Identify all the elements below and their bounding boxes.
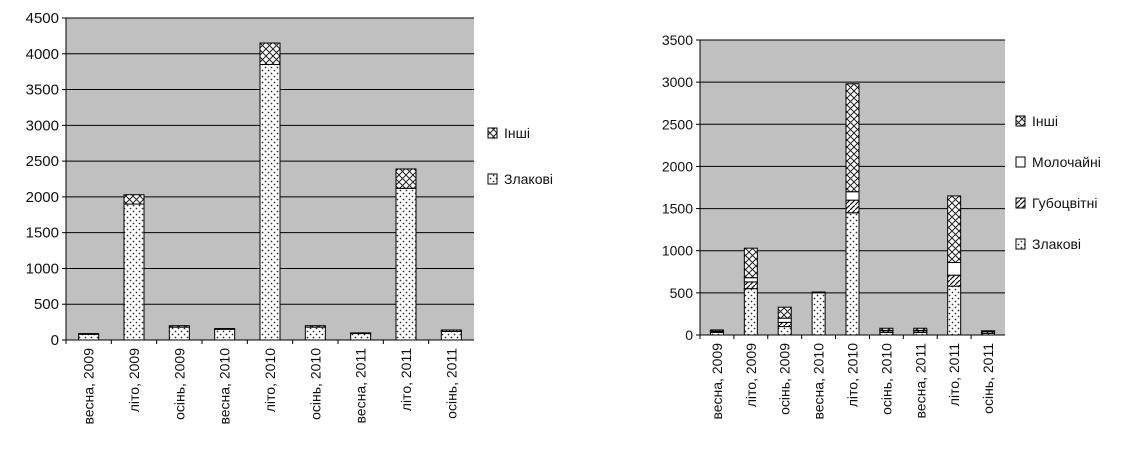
legend-swatch-інші — [488, 128, 497, 138]
y-tick-label: 0 — [685, 327, 693, 343]
x-category-label: осінь, 2009 — [171, 348, 187, 420]
x-category-label: літо, 2010 — [845, 343, 861, 407]
bar-губоцвітні — [948, 275, 961, 286]
bar-злакові — [260, 65, 280, 340]
legend-swatch-губоцвітні — [1016, 198, 1025, 208]
bar-інші — [305, 326, 325, 327]
x-category-label: осінь, 2011 — [980, 343, 996, 414]
y-tick-label: 2500 — [662, 116, 693, 132]
legend-label-інші: Інші — [504, 125, 530, 141]
bar-інші — [124, 195, 144, 204]
bar-губоцвітні — [778, 322, 791, 326]
y-tick-label: 1000 — [662, 243, 693, 259]
legend-swatch-злакові — [1016, 239, 1025, 249]
bar-інші — [396, 169, 416, 188]
x-category-label: осінь, 2010 — [878, 343, 894, 415]
x-category-label: літо, 2009 — [743, 343, 759, 407]
y-tick-label: 500 — [670, 285, 694, 301]
x-category-label: весна, 2011 — [353, 348, 369, 424]
bar-злакові — [778, 327, 791, 335]
bar-інші — [169, 326, 189, 327]
y-tick-label: 500 — [34, 296, 59, 313]
bar-злакові — [396, 188, 416, 340]
bar-злакові — [846, 213, 859, 335]
bar-інші — [812, 292, 825, 293]
x-category-label: весна, 2009 — [709, 343, 725, 420]
y-tick-label: 2000 — [662, 158, 693, 174]
bar-губоцвітні — [744, 282, 757, 289]
bar-інші — [914, 328, 927, 330]
legend-label-молочайні: Молочайні — [1032, 154, 1101, 170]
bar-губоцвітні — [846, 200, 859, 213]
x-category-label: літо, 2010 — [262, 348, 278, 412]
chart-right: 0 500 1000 1500 2000 2500 3000 3500 весна, 2009 л… — [662, 32, 1101, 420]
bar-інші — [215, 329, 235, 330]
x-category-label: літо, 2011 — [946, 343, 962, 406]
bar-молочайні — [744, 278, 757, 282]
bar-інші — [441, 330, 461, 331]
bar-молочайні — [948, 263, 961, 276]
y-tick-label: 4000 — [26, 46, 59, 63]
x-category-label: весна, 2010 — [217, 348, 233, 425]
x-category-label: осінь, 2010 — [307, 348, 323, 420]
legend-swatch-молочайні — [1016, 157, 1025, 167]
bar-інші — [351, 333, 371, 334]
x-category-label: літо, 2009 — [126, 348, 142, 412]
y-tick-label: 3500 — [662, 32, 693, 48]
bar-злакові — [79, 334, 99, 340]
bar-інші — [260, 43, 280, 64]
y-tick-label: 3500 — [26, 82, 59, 99]
bar-злакові — [812, 293, 825, 335]
bar-інші — [778, 307, 791, 318]
legend-label-інші: Інші — [1032, 113, 1058, 129]
y-tick-label: 1500 — [26, 225, 59, 242]
y-tick-label: 3000 — [26, 117, 59, 134]
legend-label-злакові: Злакові — [504, 171, 553, 187]
legend-swatch-злакові — [488, 174, 497, 184]
x-category-label: осінь, 2011 — [443, 348, 459, 419]
bar-злакові — [124, 204, 144, 340]
bar-злакові — [215, 329, 235, 340]
bar-злакові — [351, 334, 371, 340]
chart-left: 0 500 1000 1500 2000 2500 3000 3500 4000 4500 весн… — [26, 10, 553, 425]
legend-label-губоцвітні: Губоцвітні — [1032, 195, 1097, 211]
bar-інші — [880, 328, 893, 330]
bar-злакові — [169, 327, 189, 340]
y-tick-label: 2000 — [26, 189, 59, 206]
y-tick-label: 1000 — [26, 260, 59, 277]
bar-інші — [710, 330, 723, 331]
x-category-label: весна, 2010 — [811, 343, 827, 420]
y-tick-label: 1500 — [662, 201, 693, 217]
y-tick-label: 3000 — [662, 74, 693, 90]
bar-злакові — [441, 331, 461, 340]
bar-злакові — [948, 286, 961, 335]
legend-swatch-інші — [1016, 116, 1025, 126]
x-category-label: весна, 2011 — [912, 343, 928, 419]
x-category-label: літо, 2011 — [398, 348, 414, 411]
y-tick-label: 0 — [51, 332, 59, 349]
bar-інші — [79, 334, 99, 335]
bar-злакові — [744, 289, 757, 335]
bar-злакові — [305, 327, 325, 340]
bar-інші — [948, 196, 961, 263]
bar-інші — [744, 248, 757, 278]
bar-інші — [846, 84, 859, 192]
bar-молочайні — [778, 318, 791, 322]
y-tick-label: 2500 — [26, 153, 59, 170]
legend-label-злакові: Злакові — [1032, 236, 1081, 252]
y-tick-label: 4500 — [26, 10, 59, 27]
x-category-label: осінь, 2009 — [777, 343, 793, 415]
bar-молочайні — [846, 192, 859, 200]
x-category-label: весна, 2009 — [81, 348, 97, 425]
